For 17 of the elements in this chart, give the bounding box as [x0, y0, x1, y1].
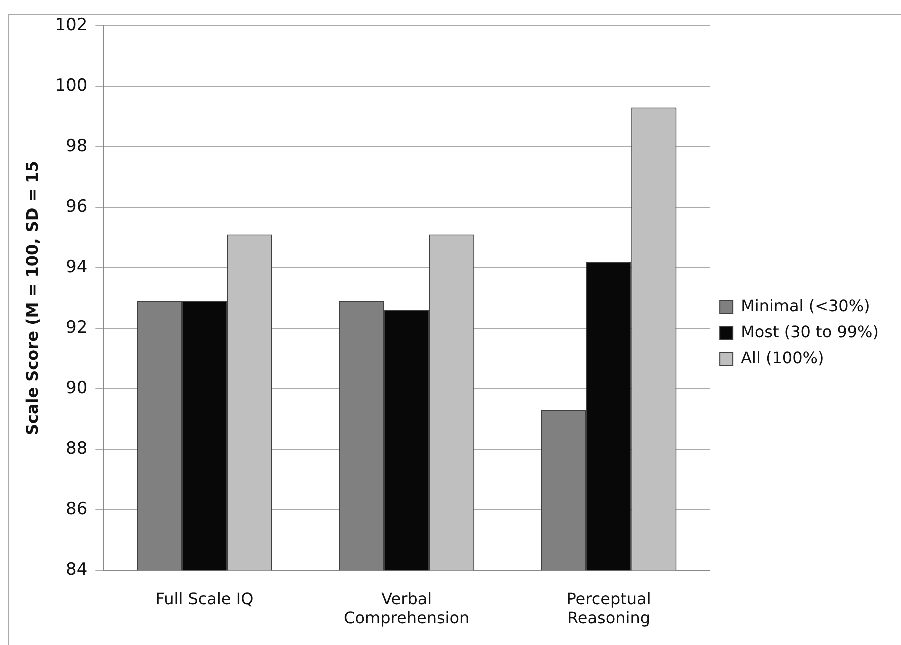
- legend-label: All (100%): [741, 348, 824, 368]
- y-tick-label: 88: [66, 439, 88, 459]
- y-tick-label: 100: [55, 76, 88, 96]
- y-tick-label: 96: [66, 196, 88, 217]
- y-tick-label: 84: [66, 560, 88, 580]
- y-tick-label: 92: [66, 318, 88, 338]
- y-tick-label: 102: [55, 15, 88, 36]
- legend-label: Most (30 to 99%): [741, 322, 880, 342]
- x-tick-label: Verbal Comprehension: [344, 589, 470, 628]
- y-tick-label: 94: [66, 257, 88, 278]
- x-tick-label: Full Scale IQ: [156, 589, 254, 608]
- y-tick-label: 98: [66, 136, 88, 156]
- x-tick-label: Perceptual Reasoning: [566, 589, 652, 628]
- y-axis-title: Scale Score (M = 100, SD = 15: [22, 161, 42, 436]
- legend-label: Minimal (<30%): [741, 296, 870, 316]
- y-tick-label: 90: [66, 378, 88, 398]
- y-tick-label: 86: [66, 500, 88, 520]
